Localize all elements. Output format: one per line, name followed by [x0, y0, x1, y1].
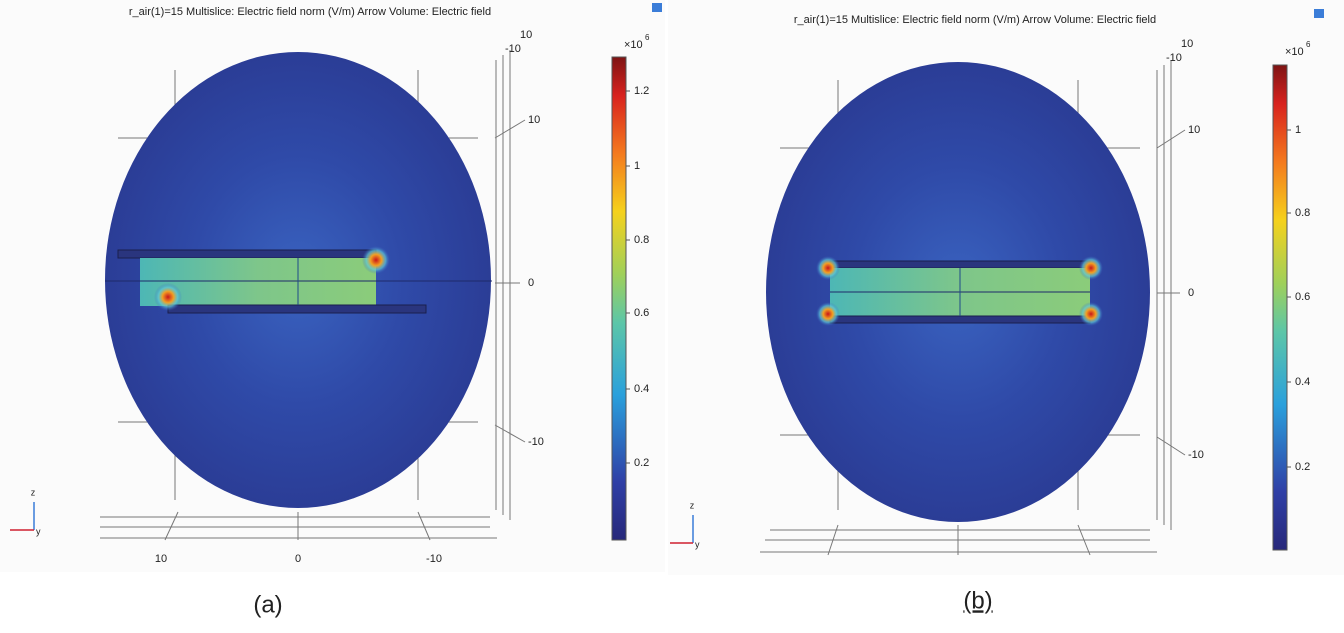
panel-b: r_air(1)=15 Multislice: Electric field n… [668, 0, 1344, 614]
colorbar-tick-label: 1 [634, 160, 640, 172]
figure: r_air(1)=15 Multislice: Electric field n… [0, 0, 1344, 628]
colorbar-tick-label: 0.4 [1295, 376, 1310, 388]
colorbar-multiplier: ×10 [624, 39, 643, 51]
hotspot [154, 283, 182, 311]
colorbar-exponent: 6 [1306, 40, 1311, 49]
axis-label: -10 [1166, 52, 1182, 64]
hotspot [816, 256, 840, 280]
triad-label: y [36, 526, 41, 536]
hotspot [816, 302, 840, 326]
triad-label: z [31, 487, 36, 497]
axis-label: 10 [155, 553, 167, 565]
axis-label: -10 [1188, 449, 1204, 461]
electrode [830, 316, 1090, 323]
axis-label: -10 [505, 43, 521, 55]
colorbar-tick-label: 0.6 [1295, 291, 1310, 303]
plot-title: r_air(1)=15 Multislice: Electric field n… [129, 6, 491, 18]
electrode [168, 305, 426, 313]
electrode [830, 261, 1090, 268]
colorbar-tick-label: 0.2 [634, 457, 649, 469]
icon [1314, 9, 1324, 18]
colorbar-tick-label: 0.8 [634, 234, 649, 246]
colorbar [612, 57, 626, 540]
triad-label: z [690, 500, 695, 510]
electrode [118, 250, 376, 258]
axis-label: 10 [1188, 124, 1200, 136]
caption: (a) [253, 591, 282, 618]
colorbar-tick-label: 0.4 [634, 383, 649, 395]
axis-label: 10 [520, 29, 532, 41]
axis-label: -10 [528, 436, 544, 448]
colorbar-exponent: 6 [645, 33, 650, 42]
colorbar [1273, 65, 1287, 550]
icon [652, 3, 662, 12]
caption: (b) [963, 587, 992, 614]
colorbar-tick-label: 0.2 [1295, 461, 1310, 473]
axis-label: 0 [295, 553, 301, 565]
colorbar-tick-label: 0.8 [1295, 207, 1310, 219]
colorbar-tick-label: 1.2 [634, 85, 649, 97]
panel-a: r_air(1)=15 Multislice: Electric field n… [0, 0, 665, 618]
colorbar-tick-label: 0.6 [634, 307, 649, 319]
hotspot [1079, 256, 1103, 280]
axis-label: 10 [528, 114, 540, 126]
triad-label: y [695, 539, 700, 549]
axis-label: 0 [1188, 287, 1194, 299]
colorbar-multiplier: ×10 [1285, 46, 1304, 58]
axis-label: 10 [1181, 38, 1193, 50]
colorbar-tick-label: 1 [1295, 124, 1301, 136]
hotspot [362, 246, 390, 274]
plot-title: r_air(1)=15 Multislice: Electric field n… [794, 14, 1156, 26]
hotspot [1079, 302, 1103, 326]
axis-label: 0 [528, 277, 534, 289]
axis-label: -10 [426, 553, 442, 565]
